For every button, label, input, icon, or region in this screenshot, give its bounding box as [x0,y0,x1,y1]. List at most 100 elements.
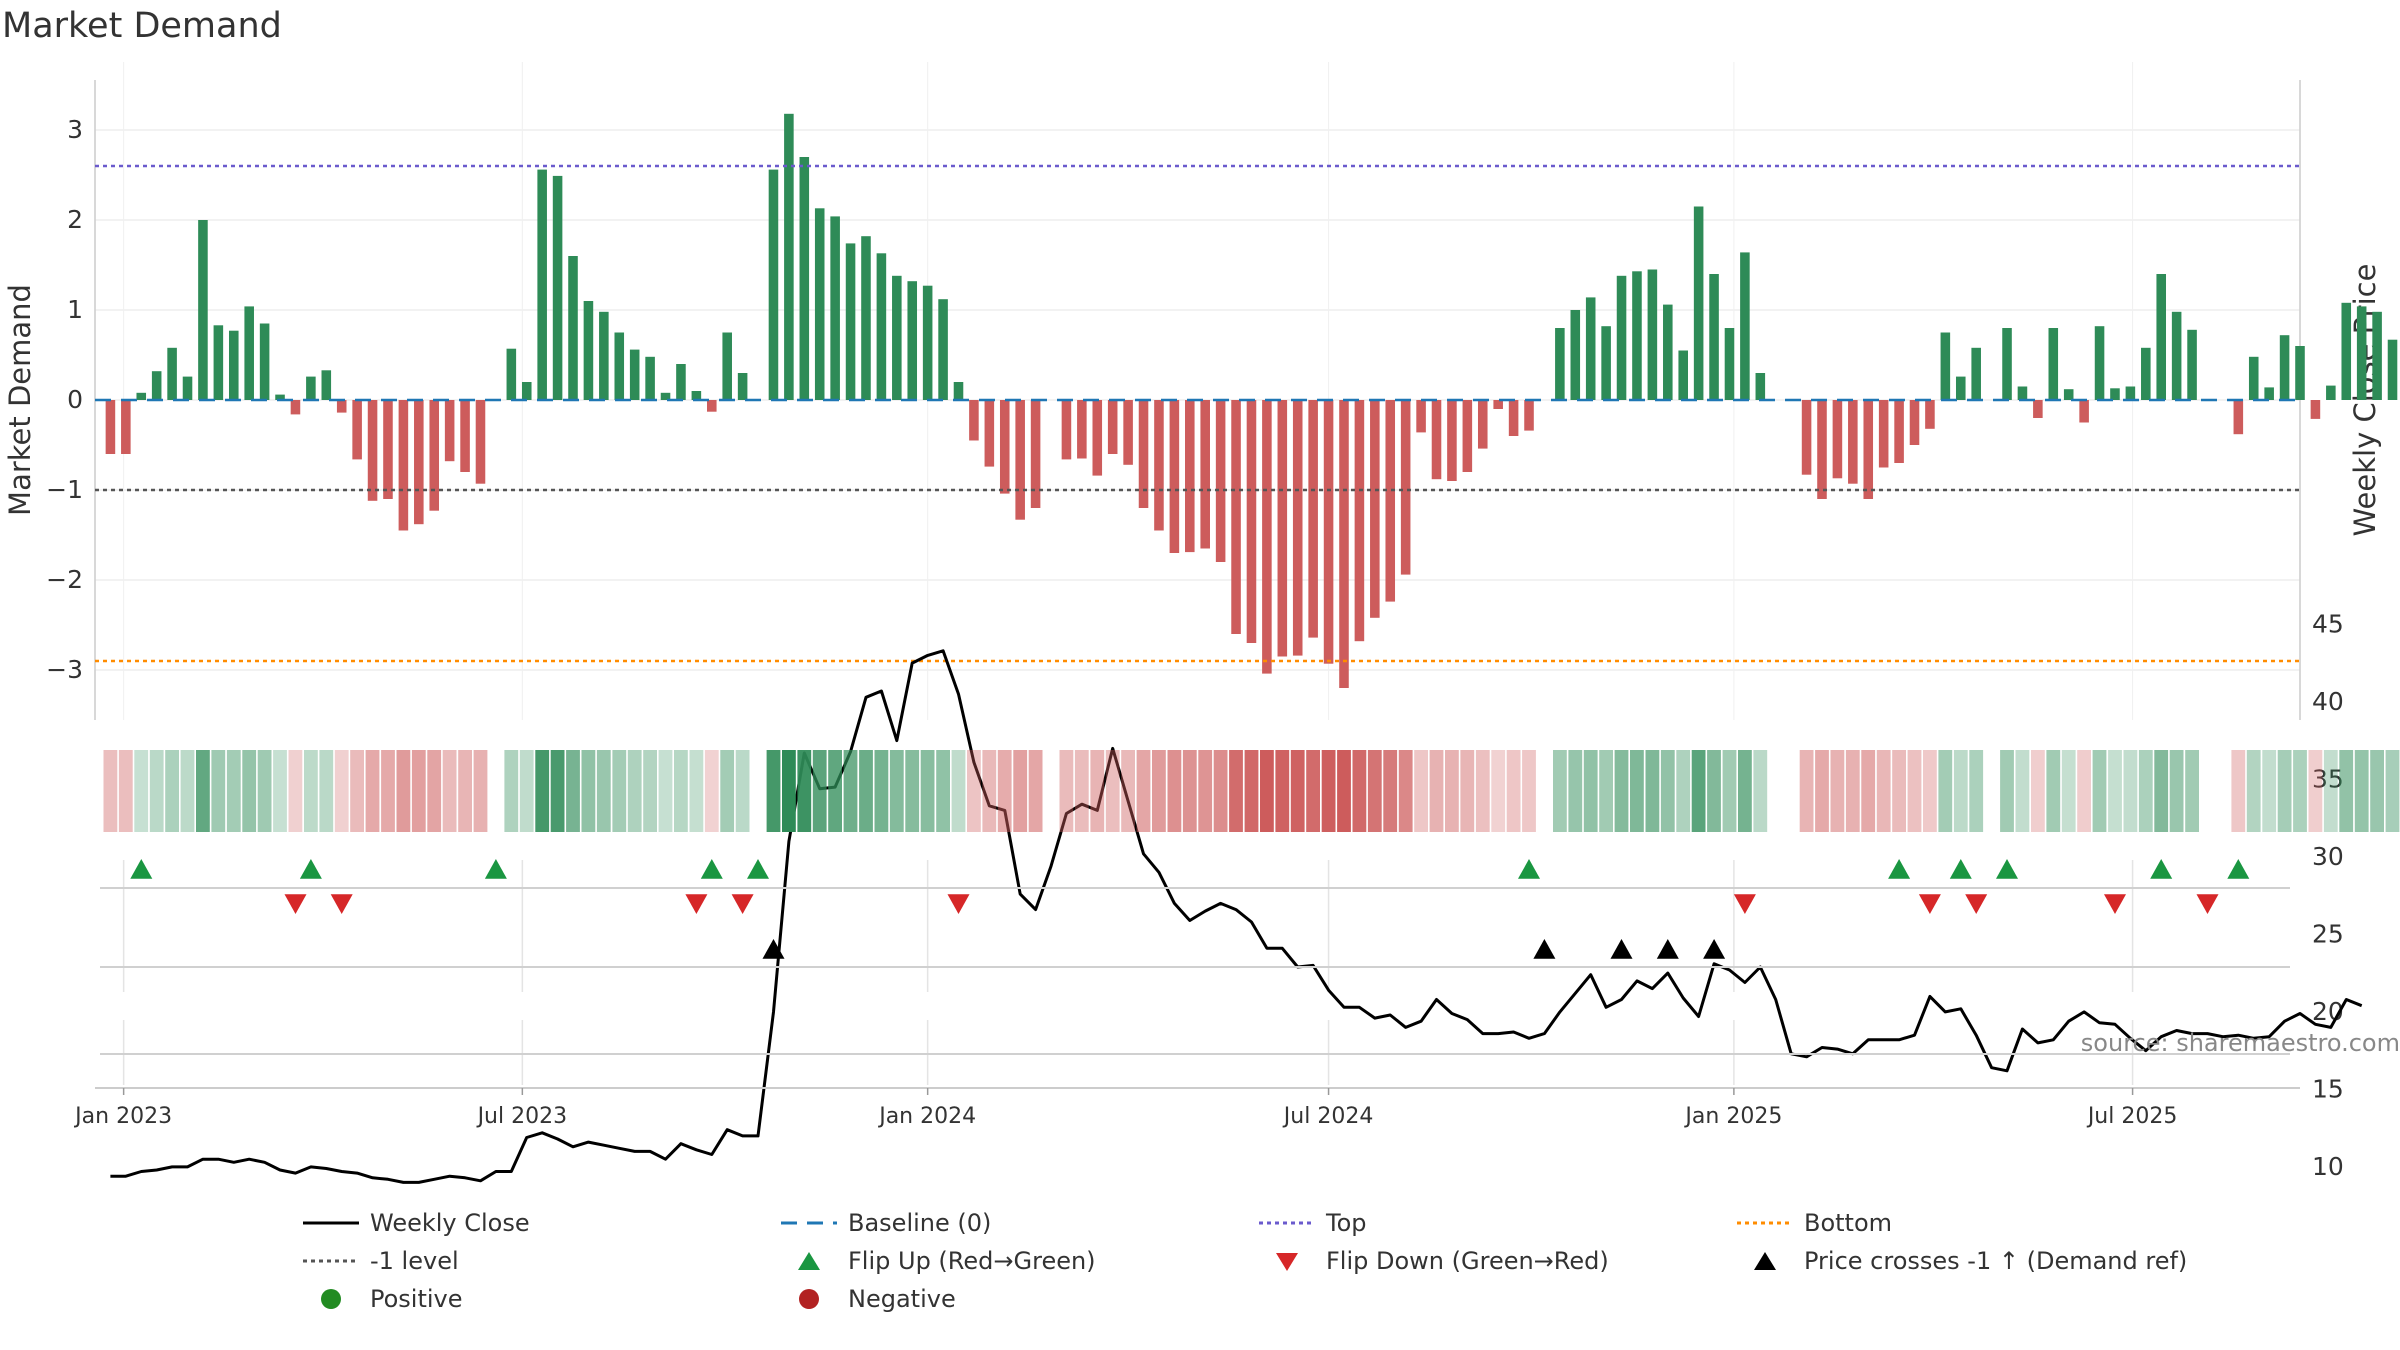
heat-cell [1074,750,1089,832]
demand-bar [1678,350,1688,400]
heat-cell [1244,750,1259,832]
heat-cell [1553,750,1567,832]
heat-cell [257,750,272,832]
demand-bar [1354,400,1365,642]
heat-cell [180,750,195,832]
heat-cell [2061,750,2076,832]
demand-bar [1030,400,1041,508]
heat-cell [550,750,565,832]
demand-bar [737,373,748,400]
demand-bar [1123,400,1133,465]
demand-bar [722,332,732,400]
demand-bar [1971,347,1981,400]
demand-bar [367,400,378,501]
demand-bar [1077,400,1087,459]
heat-cell [473,750,488,832]
heat-cell [735,750,750,832]
heat-cell [1722,750,1737,832]
heat-cell [319,750,334,832]
demand-bar [2264,387,2274,400]
heat-cell [1213,750,1228,832]
heat-cell [1753,750,1768,832]
y-axis-title: Market Demand [3,284,37,516]
demand-bar [830,216,840,400]
legend-label-weekly-close: Weekly Close [370,1209,530,1237]
x-tick-label: Jul 2023 [476,1104,568,1129]
flip-down-marker [2104,894,2126,914]
heat-cell [1815,750,1829,832]
heat-cell [211,750,226,832]
heat-cell [381,750,395,832]
demand-bar [892,275,902,400]
heat-cell [273,750,287,832]
demand-bar [2341,302,2352,400]
heat-cell [442,750,457,832]
demand-bar [1940,332,1951,400]
flip-up-marker [2227,859,2250,879]
demand-bar [1107,400,1118,454]
heat-cell [1583,750,1598,832]
heat-cell [1105,750,1120,832]
legend-label-bottom: Bottom [1804,1209,1893,1237]
x-tick-label: Jan 2024 [877,1104,976,1129]
legend-label-top: Top [1326,1209,1367,1237]
demand-bar [876,253,887,400]
heat-cell [1337,750,1351,832]
heat-cell [1645,750,1660,832]
heat-cell [766,750,781,832]
heat-cell [627,750,642,832]
flip-down-marker [947,894,970,914]
demand-bar [599,311,609,400]
demand-bar [1231,400,1241,634]
demand-bar [2171,311,2182,400]
heat-cell [2246,750,2261,832]
legend-item-minus-one: -1 level [300,1246,459,1276]
heat-cell [149,750,164,832]
heat-cell [1321,750,1336,832]
heat-cell [936,750,950,832]
heat-cell [720,750,735,832]
demand-bar [1277,400,1288,657]
demand-bar [922,285,933,400]
demand-bar [1262,400,1272,674]
demand-bar [321,370,332,400]
price-cross-marker [762,939,785,959]
demand-bar [506,348,517,400]
demand-bar [2002,328,2012,400]
heat-cell [658,750,673,832]
heat-cell [1892,750,1906,832]
demand-bar [1370,400,1380,618]
heat-cell [1614,750,1629,832]
heat-cell [134,750,149,832]
heat-cell [1506,750,1521,832]
heat-cell [411,750,426,832]
y-tick-label: −1 [46,475,83,504]
flip-down-marker [1918,894,1941,914]
demand-bar [1092,400,1103,476]
demand-bar [306,376,316,400]
heat-cell [2277,750,2292,832]
heat-cell [2154,750,2169,832]
demand-bar [1801,400,1812,475]
heat-cell [519,750,534,832]
demand-bar [1200,400,1210,549]
chart-title: Market Demand [2,6,282,46]
heat-cell [2339,750,2354,832]
y2-tick-label: 40 [2312,687,2344,716]
heat-cell [2354,750,2369,832]
demand-bar [444,400,455,462]
heat-cell [2308,750,2323,832]
demand-bar [2233,400,2244,435]
demand-bar [198,220,208,400]
demand-bar [275,394,285,400]
demand-bar [1601,326,1611,400]
demand-bar [136,392,147,400]
demand-bar [629,349,640,400]
demand-bar [768,169,779,400]
heat-cell [1136,750,1151,832]
demand-bar [1863,400,1874,499]
demand-bar [845,243,856,400]
y-tick-label: 2 [67,205,83,234]
demand-bar [167,347,177,400]
demand-bar [2110,388,2120,400]
